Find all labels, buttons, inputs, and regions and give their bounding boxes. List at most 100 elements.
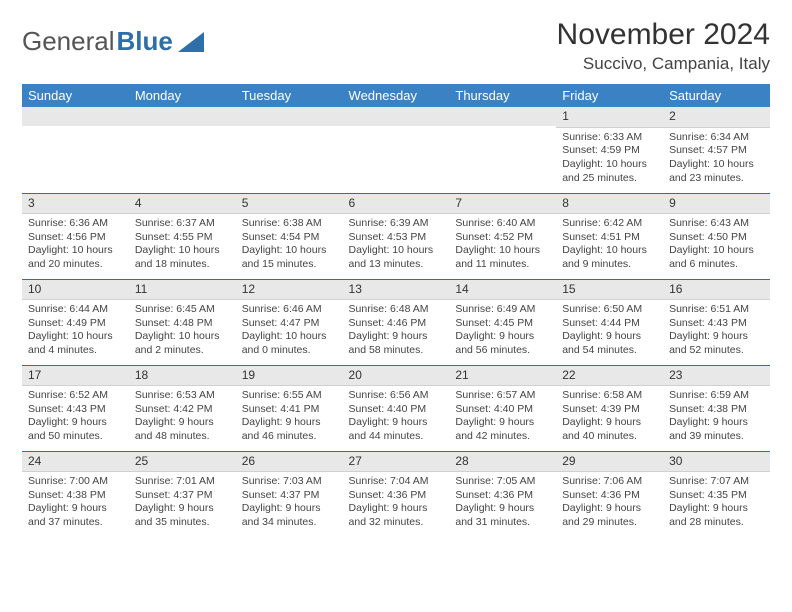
header: GeneralBlue November 2024 Succivo, Campa… xyxy=(22,18,770,74)
day-cell: 6Sunrise: 6:39 AMSunset: 4:53 PMDaylight… xyxy=(343,193,450,279)
day-number: 23 xyxy=(663,366,770,387)
daylight-text: Daylight: 10 hours and 6 minutes. xyxy=(669,244,764,271)
daylight-text: Daylight: 9 hours and 48 minutes. xyxy=(135,416,230,443)
month-title: November 2024 xyxy=(557,18,770,52)
day-number: 5 xyxy=(236,194,343,215)
day-cell: 8Sunrise: 6:42 AMSunset: 4:51 PMDaylight… xyxy=(556,193,663,279)
sunset-text: Sunset: 4:43 PM xyxy=(28,403,123,417)
day-content: Sunrise: 6:45 AMSunset: 4:48 PMDaylight:… xyxy=(129,300,236,362)
day-cell: 9Sunrise: 6:43 AMSunset: 4:50 PMDaylight… xyxy=(663,193,770,279)
daylight-text: Daylight: 9 hours and 40 minutes. xyxy=(562,416,657,443)
sunset-text: Sunset: 4:42 PM xyxy=(135,403,230,417)
day-cell: 7Sunrise: 6:40 AMSunset: 4:52 PMDaylight… xyxy=(449,193,556,279)
sunrise-text: Sunrise: 7:07 AM xyxy=(669,475,764,489)
sunset-text: Sunset: 4:38 PM xyxy=(669,403,764,417)
sunrise-text: Sunrise: 6:53 AM xyxy=(135,389,230,403)
day-number: 2 xyxy=(663,107,770,128)
day-content: Sunrise: 6:49 AMSunset: 4:45 PMDaylight:… xyxy=(449,300,556,362)
day-header: Tuesday xyxy=(236,84,343,107)
day-content: Sunrise: 7:06 AMSunset: 4:36 PMDaylight:… xyxy=(556,472,663,534)
daylight-text: Daylight: 10 hours and 20 minutes. xyxy=(28,244,123,271)
day-header: Thursday xyxy=(449,84,556,107)
day-header: Saturday xyxy=(663,84,770,107)
day-cell: 24Sunrise: 7:00 AMSunset: 4:38 PMDayligh… xyxy=(22,451,129,537)
sunrise-text: Sunrise: 6:58 AM xyxy=(562,389,657,403)
daylight-text: Daylight: 10 hours and 18 minutes. xyxy=(135,244,230,271)
day-cell xyxy=(449,107,556,193)
daylight-text: Daylight: 9 hours and 35 minutes. xyxy=(135,502,230,529)
day-content: Sunrise: 6:44 AMSunset: 4:49 PMDaylight:… xyxy=(22,300,129,362)
day-number: 11 xyxy=(129,280,236,301)
day-content: Sunrise: 7:00 AMSunset: 4:38 PMDaylight:… xyxy=(22,472,129,534)
daylight-text: Daylight: 10 hours and 15 minutes. xyxy=(242,244,337,271)
day-content: Sunrise: 6:37 AMSunset: 4:55 PMDaylight:… xyxy=(129,214,236,276)
day-cell: 4Sunrise: 6:37 AMSunset: 4:55 PMDaylight… xyxy=(129,193,236,279)
daylight-text: Daylight: 10 hours and 11 minutes. xyxy=(455,244,550,271)
sunset-text: Sunset: 4:51 PM xyxy=(562,231,657,245)
day-content: Sunrise: 6:38 AMSunset: 4:54 PMDaylight:… xyxy=(236,214,343,276)
logo: GeneralBlue xyxy=(22,18,204,57)
day-number: 25 xyxy=(129,452,236,473)
daylight-text: Daylight: 10 hours and 25 minutes. xyxy=(562,158,657,185)
day-cell xyxy=(22,107,129,193)
sunrise-text: Sunrise: 6:57 AM xyxy=(455,389,550,403)
sunset-text: Sunset: 4:40 PM xyxy=(349,403,444,417)
week-row: 10Sunrise: 6:44 AMSunset: 4:49 PMDayligh… xyxy=(22,279,770,365)
logo-triangle-icon xyxy=(178,32,204,52)
sunrise-text: Sunrise: 6:50 AM xyxy=(562,303,657,317)
day-number: 1 xyxy=(556,107,663,128)
sunset-text: Sunset: 4:49 PM xyxy=(28,317,123,331)
day-cell: 15Sunrise: 6:50 AMSunset: 4:44 PMDayligh… xyxy=(556,279,663,365)
day-number: 15 xyxy=(556,280,663,301)
day-cell: 1Sunrise: 6:33 AMSunset: 4:59 PMDaylight… xyxy=(556,107,663,193)
day-number: 8 xyxy=(556,194,663,215)
sunset-text: Sunset: 4:36 PM xyxy=(562,489,657,503)
sunrise-text: Sunrise: 6:59 AM xyxy=(669,389,764,403)
daylight-text: Daylight: 10 hours and 9 minutes. xyxy=(562,244,657,271)
day-number: 7 xyxy=(449,194,556,215)
sunrise-text: Sunrise: 6:36 AM xyxy=(28,217,123,231)
sunset-text: Sunset: 4:39 PM xyxy=(562,403,657,417)
daylight-text: Daylight: 9 hours and 37 minutes. xyxy=(28,502,123,529)
sunset-text: Sunset: 4:36 PM xyxy=(455,489,550,503)
day-number: 29 xyxy=(556,452,663,473)
day-header: Sunday xyxy=(22,84,129,107)
day-cell: 29Sunrise: 7:06 AMSunset: 4:36 PMDayligh… xyxy=(556,451,663,537)
day-number: 14 xyxy=(449,280,556,301)
sunrise-text: Sunrise: 6:34 AM xyxy=(669,131,764,145)
day-content: Sunrise: 6:57 AMSunset: 4:40 PMDaylight:… xyxy=(449,386,556,448)
daylight-text: Daylight: 10 hours and 23 minutes. xyxy=(669,158,764,185)
day-header-row: SundayMondayTuesdayWednesdayThursdayFrid… xyxy=(22,84,770,107)
day-content: Sunrise: 6:53 AMSunset: 4:42 PMDaylight:… xyxy=(129,386,236,448)
day-number: 12 xyxy=(236,280,343,301)
day-cell: 22Sunrise: 6:58 AMSunset: 4:39 PMDayligh… xyxy=(556,365,663,451)
day-number: 27 xyxy=(343,452,450,473)
day-header: Monday xyxy=(129,84,236,107)
day-cell: 17Sunrise: 6:52 AMSunset: 4:43 PMDayligh… xyxy=(22,365,129,451)
daylight-text: Daylight: 10 hours and 4 minutes. xyxy=(28,330,123,357)
day-cell xyxy=(343,107,450,193)
sunset-text: Sunset: 4:53 PM xyxy=(349,231,444,245)
daylight-text: Daylight: 10 hours and 2 minutes. xyxy=(135,330,230,357)
week-row: 24Sunrise: 7:00 AMSunset: 4:38 PMDayligh… xyxy=(22,451,770,537)
daylight-text: Daylight: 9 hours and 28 minutes. xyxy=(669,502,764,529)
day-content: Sunrise: 7:05 AMSunset: 4:36 PMDaylight:… xyxy=(449,472,556,534)
day-header: Friday xyxy=(556,84,663,107)
day-cell: 18Sunrise: 6:53 AMSunset: 4:42 PMDayligh… xyxy=(129,365,236,451)
sunrise-text: Sunrise: 7:06 AM xyxy=(562,475,657,489)
sunset-text: Sunset: 4:44 PM xyxy=(562,317,657,331)
daylight-text: Daylight: 9 hours and 52 minutes. xyxy=(669,330,764,357)
day-content: Sunrise: 6:42 AMSunset: 4:51 PMDaylight:… xyxy=(556,214,663,276)
day-content: Sunrise: 6:39 AMSunset: 4:53 PMDaylight:… xyxy=(343,214,450,276)
sunset-text: Sunset: 4:37 PM xyxy=(242,489,337,503)
daylight-text: Daylight: 9 hours and 31 minutes. xyxy=(455,502,550,529)
sunrise-text: Sunrise: 6:44 AM xyxy=(28,303,123,317)
daylight-text: Daylight: 9 hours and 58 minutes. xyxy=(349,330,444,357)
day-content: Sunrise: 6:40 AMSunset: 4:52 PMDaylight:… xyxy=(449,214,556,276)
sunset-text: Sunset: 4:59 PM xyxy=(562,144,657,158)
sunset-text: Sunset: 4:52 PM xyxy=(455,231,550,245)
day-cell: 21Sunrise: 6:57 AMSunset: 4:40 PMDayligh… xyxy=(449,365,556,451)
day-cell: 25Sunrise: 7:01 AMSunset: 4:37 PMDayligh… xyxy=(129,451,236,537)
empty-day xyxy=(343,107,450,126)
sunrise-text: Sunrise: 6:49 AM xyxy=(455,303,550,317)
